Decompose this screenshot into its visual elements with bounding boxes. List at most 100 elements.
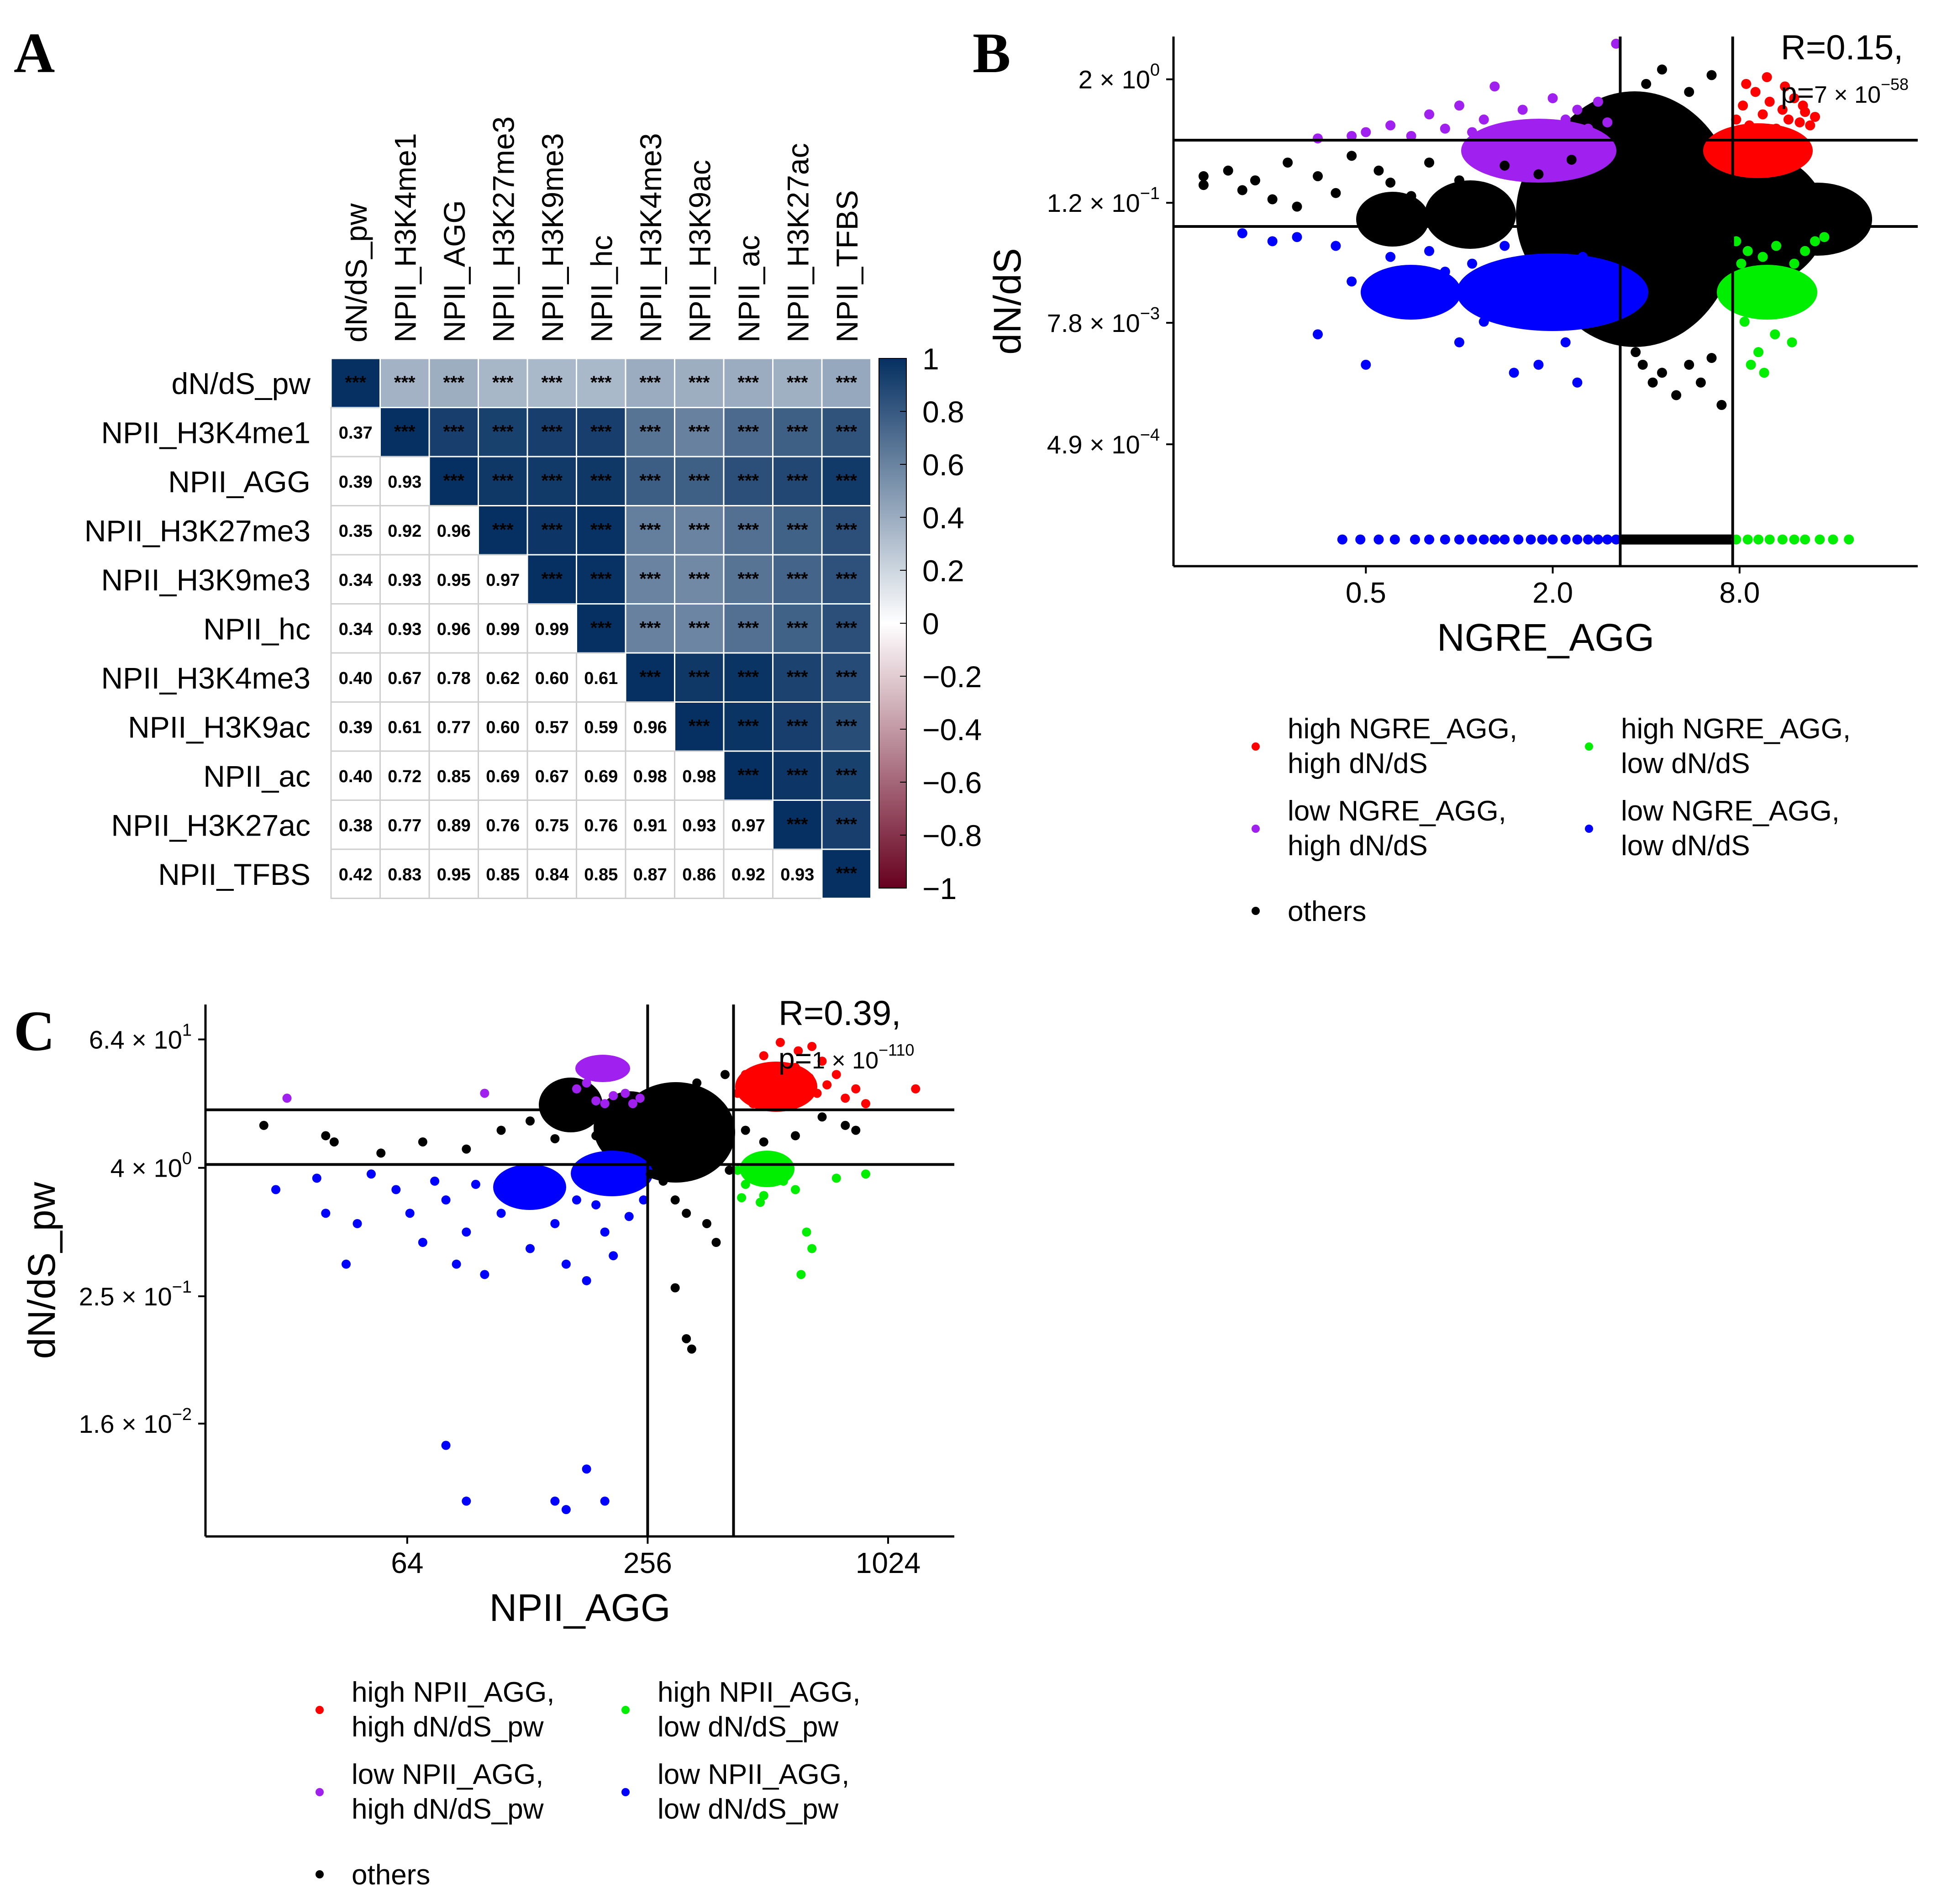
heatmap-row-label: NPII_H3K27me3 bbox=[84, 514, 310, 547]
colorbar-tick-label: 0.4 bbox=[922, 501, 964, 535]
heatmap-sig-label: *** bbox=[541, 569, 563, 589]
data-point bbox=[1283, 158, 1293, 168]
data-point bbox=[1753, 534, 1764, 545]
heatmap-value-label: 0.67 bbox=[535, 767, 569, 786]
data-point bbox=[1560, 534, 1571, 545]
data-point bbox=[1684, 87, 1694, 97]
data-point bbox=[1742, 534, 1753, 545]
data-point bbox=[1347, 131, 1357, 141]
data-point bbox=[796, 1270, 806, 1279]
heatmap-cell bbox=[478, 652, 528, 703]
correlation-annotation: R=0.39, bbox=[779, 994, 901, 1033]
legend-label: high dN/dS bbox=[1288, 830, 1428, 862]
heatmap-row-label: NPII_H3K9ac bbox=[128, 710, 310, 744]
data-point bbox=[1572, 105, 1583, 115]
data-point bbox=[391, 1185, 401, 1194]
x-axis-title: NPII_AGG bbox=[489, 1586, 671, 1629]
heatmap-sig-label: *** bbox=[541, 421, 563, 442]
data-point bbox=[282, 1094, 292, 1103]
dense-point-cloud bbox=[1361, 265, 1461, 320]
data-point bbox=[1602, 276, 1613, 287]
legend-marker bbox=[1585, 742, 1593, 751]
heatmap-sig-label: *** bbox=[836, 373, 857, 393]
data-point bbox=[1440, 123, 1450, 134]
heatmap-value-label: 0.78 bbox=[437, 669, 471, 688]
heatmap-cell bbox=[330, 407, 381, 458]
heatmap-cell bbox=[576, 603, 626, 654]
y-tick-mantissa: 7.8 bbox=[1047, 309, 1083, 337]
data-point bbox=[1647, 377, 1658, 388]
heatmap-sig-label: *** bbox=[689, 569, 710, 589]
heatmap-sig-label: *** bbox=[787, 814, 808, 834]
y-tick-mantissa: 2.5 bbox=[79, 1282, 115, 1311]
data-point bbox=[1533, 127, 1544, 137]
heatmap-cell bbox=[625, 652, 675, 703]
data-point bbox=[794, 1046, 803, 1056]
heatmap-value-label: 0.61 bbox=[584, 669, 618, 688]
data-point bbox=[550, 1134, 560, 1143]
heatmap-cell bbox=[625, 750, 675, 801]
heatmap-value-label: 0.61 bbox=[388, 718, 421, 737]
heatmap-sig-label: *** bbox=[737, 667, 759, 687]
y-tick-mantissa: 6.4 bbox=[89, 1025, 125, 1054]
legend-label: high dN/dS_pw bbox=[352, 1794, 544, 1825]
heatmap-cell bbox=[478, 554, 528, 605]
data-point bbox=[1764, 96, 1775, 107]
heatmap-sig-label: *** bbox=[787, 520, 808, 540]
y-tick-mantissa: 4.9 bbox=[1047, 430, 1083, 459]
data-point bbox=[1467, 534, 1478, 545]
heatmap-cell bbox=[821, 358, 872, 408]
legend-label: low dN/dS_pw bbox=[658, 1711, 839, 1743]
heatmap-sig-label: *** bbox=[787, 667, 808, 687]
data-point bbox=[561, 1259, 571, 1269]
x-tick-label: 1024 bbox=[856, 1546, 921, 1579]
x-axis-title: NGRE_AGG bbox=[1437, 616, 1654, 659]
data-point bbox=[572, 1084, 581, 1094]
data-point bbox=[1757, 109, 1768, 120]
y-axis-title: dN/dS_pw bbox=[20, 1182, 63, 1359]
heatmap-sig-label: *** bbox=[836, 716, 857, 736]
heatmap-row-label: NPII_H3K27ac bbox=[111, 808, 310, 842]
heatmap-sig-label: *** bbox=[639, 373, 661, 393]
heatmap-value-label: 0.39 bbox=[339, 718, 373, 737]
data-point bbox=[817, 1057, 827, 1066]
data-point bbox=[1566, 154, 1577, 165]
data-point bbox=[462, 1227, 471, 1237]
heatmap-value-label: 0.97 bbox=[731, 816, 765, 835]
heatmap-sig-label: *** bbox=[836, 863, 857, 884]
data-point bbox=[582, 1078, 591, 1088]
data-point bbox=[572, 1195, 581, 1205]
heatmap-cell bbox=[821, 505, 872, 556]
data-point bbox=[639, 1195, 648, 1205]
data-point bbox=[1347, 151, 1357, 161]
data-point bbox=[658, 1176, 668, 1186]
data-point bbox=[1684, 359, 1694, 370]
dense-point-cloud bbox=[493, 1164, 566, 1210]
heatmap-sig-label: *** bbox=[737, 569, 759, 589]
legend-marker bbox=[1252, 825, 1260, 833]
data-point bbox=[1489, 81, 1500, 92]
heatmap-col-label: NPII_H3K27me3 bbox=[486, 116, 520, 342]
heatmap-value-label: 0.60 bbox=[486, 718, 520, 737]
data-point bbox=[1406, 191, 1416, 201]
legend-label: low NGRE_AGG, bbox=[1288, 795, 1506, 827]
heatmap-cell bbox=[330, 456, 381, 506]
data-point bbox=[1313, 171, 1323, 181]
legend-marker bbox=[621, 1788, 630, 1796]
heatmap-sig-label: *** bbox=[394, 373, 416, 393]
heatmap-value-label: 0.93 bbox=[388, 620, 421, 639]
data-point bbox=[1237, 228, 1247, 238]
p-value-annotation: p=7 × 10−58 bbox=[1781, 75, 1909, 109]
data-point bbox=[759, 1191, 768, 1200]
data-point bbox=[766, 1169, 775, 1179]
heatmap-cell bbox=[772, 407, 823, 458]
legend-label: low dN/dS bbox=[1621, 830, 1750, 862]
heatmap-cell bbox=[379, 652, 430, 703]
data-point bbox=[1771, 241, 1782, 251]
heatmap-sig-label: *** bbox=[737, 471, 759, 491]
heatmap-col-label: NPII_H3K9me3 bbox=[536, 133, 569, 342]
data-point bbox=[1844, 534, 1854, 545]
y-tick-times: × 10 bbox=[1083, 430, 1140, 459]
